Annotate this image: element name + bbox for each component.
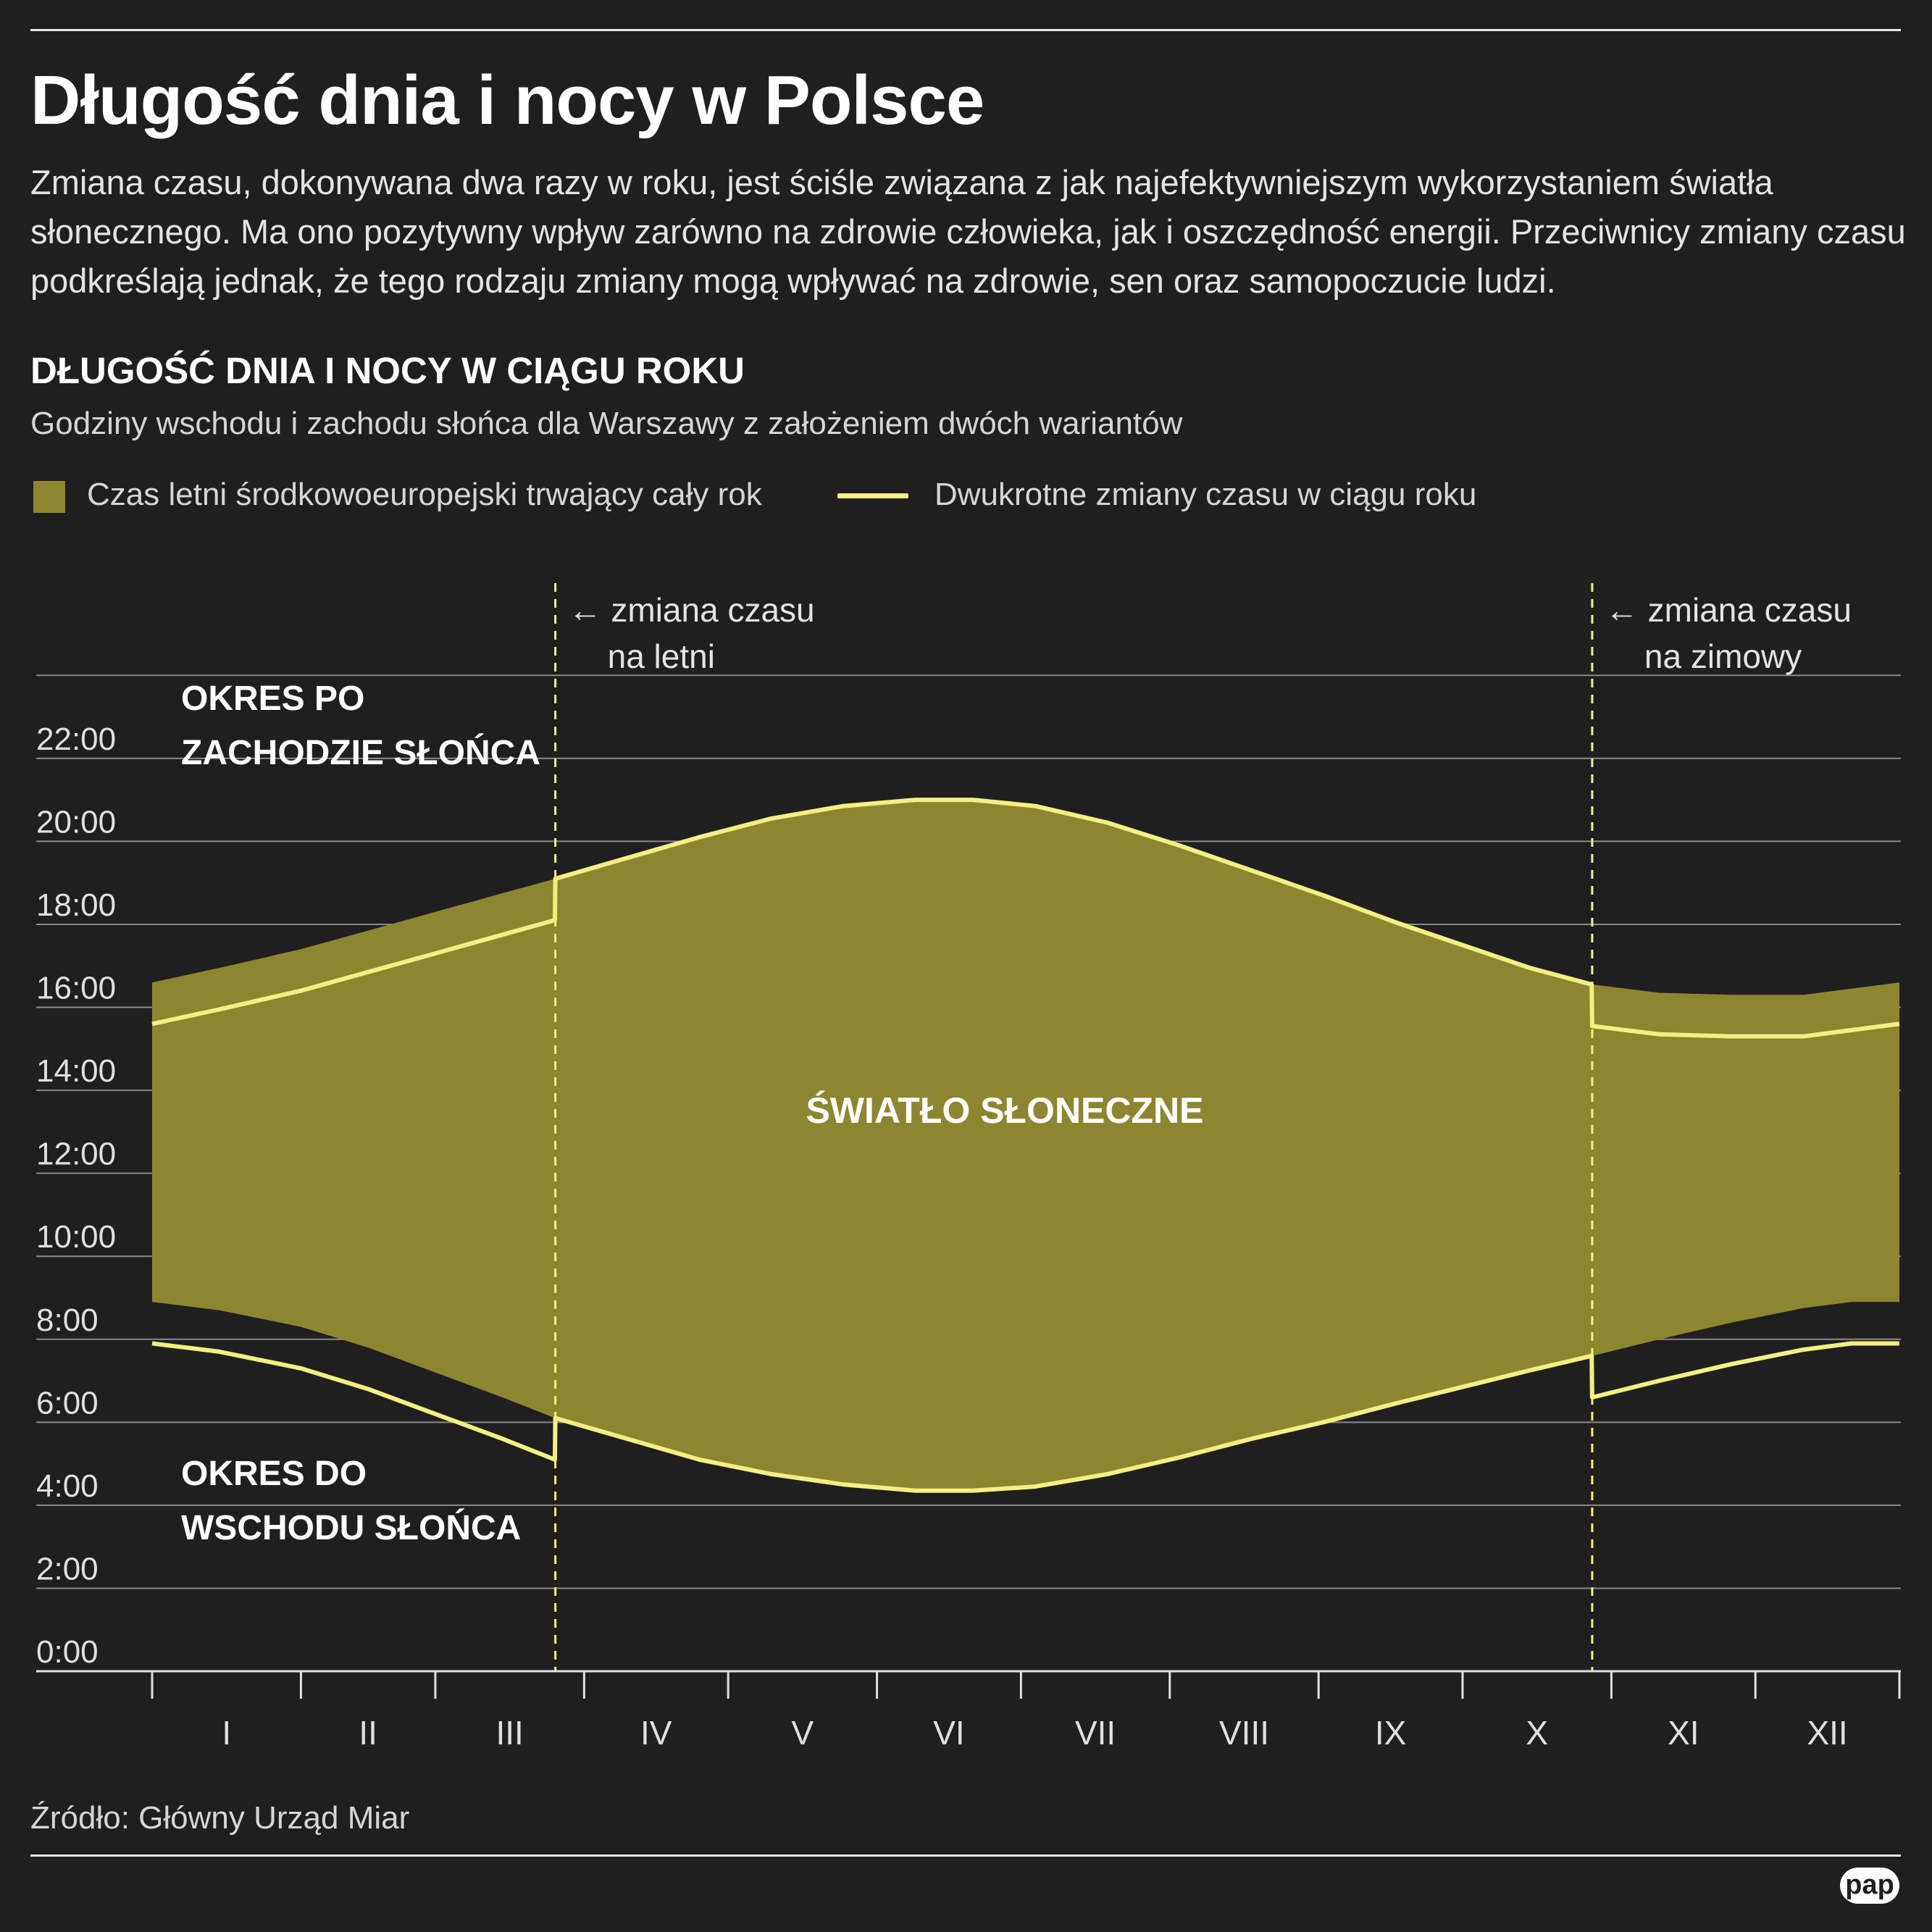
month-label-VIII: VIII bbox=[1219, 1714, 1269, 1752]
legend-area-label: Czas letni środkowoeuropejski trwający c… bbox=[87, 477, 762, 512]
bottom-rule bbox=[30, 1854, 1901, 1857]
dst_end-label-line2: na zimowy bbox=[1644, 637, 1802, 675]
legend-line-swatch bbox=[837, 493, 908, 498]
y-tick-label: 4:00 bbox=[36, 1468, 99, 1504]
y-tick-label: 14:00 bbox=[36, 1053, 116, 1089]
pap-logo: pap bbox=[1840, 1868, 1899, 1904]
y-tick-label: 22:00 bbox=[36, 722, 116, 757]
y-tick-label: 6:00 bbox=[36, 1385, 99, 1421]
area-layer bbox=[152, 800, 1899, 1491]
line-layer bbox=[151, 798, 1900, 1493]
morning-label-line1: OKRES DO bbox=[181, 1455, 367, 1493]
dst_end-label-line1: ← zmiana czasu bbox=[1605, 591, 1852, 629]
month-label-V: V bbox=[792, 1714, 814, 1752]
label-layer: ← zmiana czasu na letni ← zmiana czasu na z… bbox=[181, 591, 1852, 1547]
daylight-label: ŚWIATŁO SŁONECZNE bbox=[806, 1090, 1203, 1131]
marker-layer bbox=[554, 583, 1594, 1671]
axis-layer: 0:00 2:00 4:00 6:00 8:00 10:00 12:00 14:00 16:00… bbox=[36, 722, 1901, 1752]
month-label-III: III bbox=[495, 1714, 523, 1752]
morning-label-line2: WSCHODU SŁOŃCA bbox=[181, 1508, 521, 1547]
sunset-line bbox=[151, 798, 1900, 1039]
chart-subtitle: Godziny wschodu i zachodu słońca dla War… bbox=[30, 406, 1183, 441]
y-tick-label: 0:00 bbox=[36, 1634, 99, 1670]
month-label-XII: XII bbox=[1807, 1714, 1847, 1752]
y-tick-label: 8:00 bbox=[36, 1302, 99, 1338]
dst_start-label-line1: ← zmiana czasu bbox=[569, 591, 815, 629]
month-label-IV: IV bbox=[640, 1714, 672, 1752]
month-label-IX: IX bbox=[1375, 1714, 1406, 1752]
sunrise-line bbox=[151, 1341, 1899, 1493]
month-label-X: X bbox=[1526, 1714, 1548, 1752]
page-title: Długość dnia i nocy w Polsce bbox=[30, 62, 984, 139]
month-label-XI: XI bbox=[1668, 1714, 1699, 1752]
legend-line-label: Dwukrotne zmiany czasu w ciągu roku bbox=[934, 477, 1477, 512]
chart-title: DŁUGOŚĆ DNIA I NOCY W CIĄGU ROKU bbox=[30, 350, 745, 391]
daylight-band bbox=[152, 800, 1899, 1491]
dst_start-label-line2: na letni bbox=[608, 637, 715, 675]
legend-area-swatch bbox=[33, 481, 65, 513]
y-tick-label: 20:00 bbox=[36, 804, 116, 840]
evening-label-line2: ZACHODZIE SŁOŃCA bbox=[181, 733, 540, 772]
evening-label-line1: OKRES PO bbox=[181, 679, 364, 718]
month-label-VI: VI bbox=[933, 1714, 964, 1752]
y-tick-label: 12:00 bbox=[36, 1137, 116, 1172]
intro-paragraph: Zmiana czasu, dokonywana dwa razy w roku… bbox=[30, 163, 1906, 300]
y-tick-label: 2:00 bbox=[36, 1551, 99, 1586]
y-tick-label: 10:00 bbox=[36, 1219, 116, 1255]
month-label-I: I bbox=[222, 1714, 231, 1752]
y-tick-label: 16:00 bbox=[36, 971, 116, 1006]
top-rule bbox=[30, 29, 1901, 31]
month-label-VII: VII bbox=[1075, 1714, 1116, 1752]
source-note: Źródło: Główny Urząd Miar bbox=[30, 1800, 410, 1836]
y-tick-label: 18:00 bbox=[36, 887, 116, 923]
month-label-II: II bbox=[359, 1714, 377, 1752]
